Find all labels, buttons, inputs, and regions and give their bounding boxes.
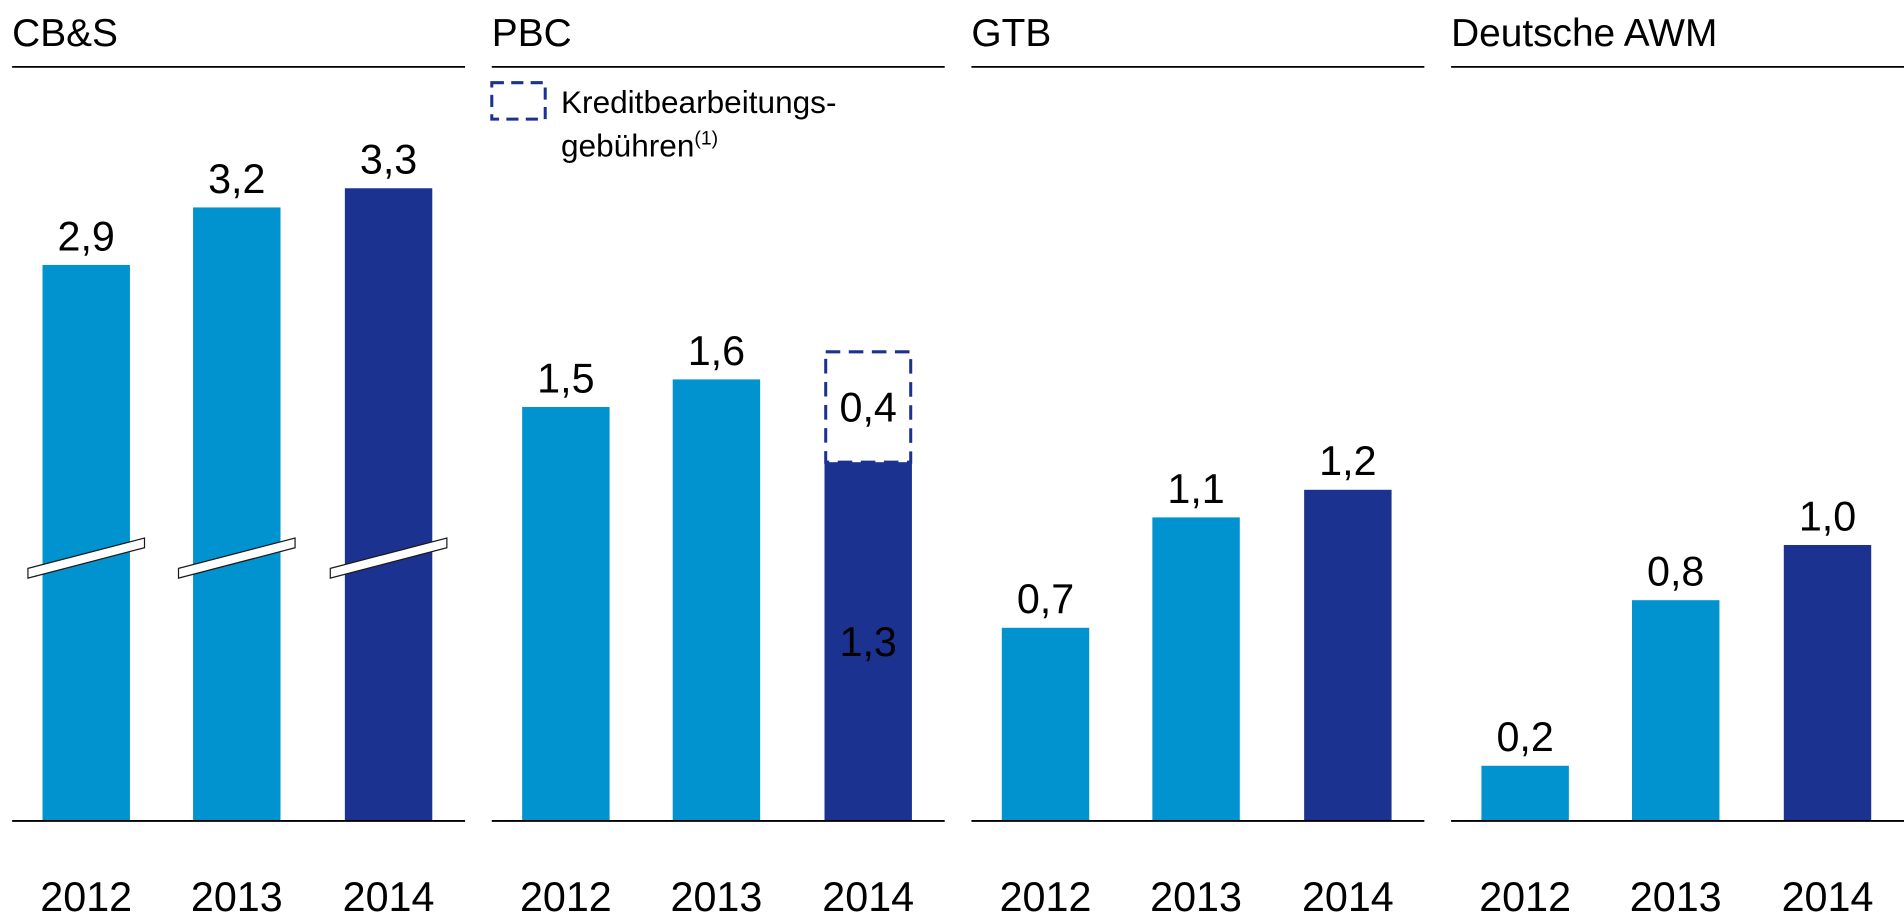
bar	[193, 207, 281, 821]
x-tick-label: 2013	[1150, 874, 1242, 917]
x-tick-label: 2012	[1000, 874, 1092, 917]
value-label: 1,0	[1799, 493, 1856, 539]
x-tick-label: 2012	[520, 874, 612, 917]
bar	[42, 264, 130, 821]
bar	[522, 407, 610, 821]
axis-break	[27, 537, 146, 579]
axis-break	[329, 537, 448, 579]
x-tick-label: 2014	[822, 874, 914, 917]
panel-title: Deutsche AWM	[1451, 12, 1717, 55]
axis-break	[177, 537, 296, 579]
x-tick-label: 2013	[1630, 874, 1722, 917]
panel-title: GTB	[971, 12, 1051, 55]
bar	[824, 462, 912, 821]
bar	[1152, 517, 1240, 821]
panel-title: CB&S	[12, 12, 118, 55]
legend-note: (1)	[694, 128, 718, 150]
legend-label: gebühren(1)	[561, 128, 718, 164]
x-tick-label: 2012	[1479, 874, 1571, 917]
value-label: 1,6	[688, 328, 745, 374]
bar	[1481, 765, 1569, 821]
legend-label: Kreditbearbeitungs-	[561, 84, 836, 120]
x-tick-label: 2012	[40, 874, 132, 917]
bar	[672, 379, 761, 821]
x-tick-label: 2014	[1302, 874, 1394, 917]
value-label: 0,4	[840, 385, 897, 431]
value-label: 0,7	[1017, 576, 1074, 622]
value-label: 0,2	[1496, 714, 1553, 760]
panel-title: PBC	[492, 12, 572, 55]
x-tick-label: 2013	[671, 874, 763, 917]
value-label: 3,3	[360, 137, 417, 183]
bar	[1783, 544, 1872, 821]
bar	[1304, 489, 1392, 821]
bar	[344, 188, 433, 821]
x-tick-label: 2014	[1782, 874, 1874, 917]
value-label: 3,2	[208, 156, 265, 202]
value-label: 1,1	[1167, 466, 1224, 512]
legend-label-line: gebühren	[561, 128, 694, 164]
value-label: 1,5	[537, 355, 594, 401]
value-label: 1,3	[840, 619, 897, 665]
value-label: 2,9	[58, 213, 115, 259]
legend-swatch	[490, 81, 547, 121]
bar-segment	[824, 350, 913, 464]
x-tick-label: 2013	[191, 874, 283, 917]
bar	[1632, 600, 1720, 821]
value-label: 1,2	[1319, 438, 1376, 484]
bar	[1001, 627, 1090, 821]
x-tick-label: 2014	[343, 874, 435, 917]
value-label: 0,8	[1647, 549, 1704, 595]
